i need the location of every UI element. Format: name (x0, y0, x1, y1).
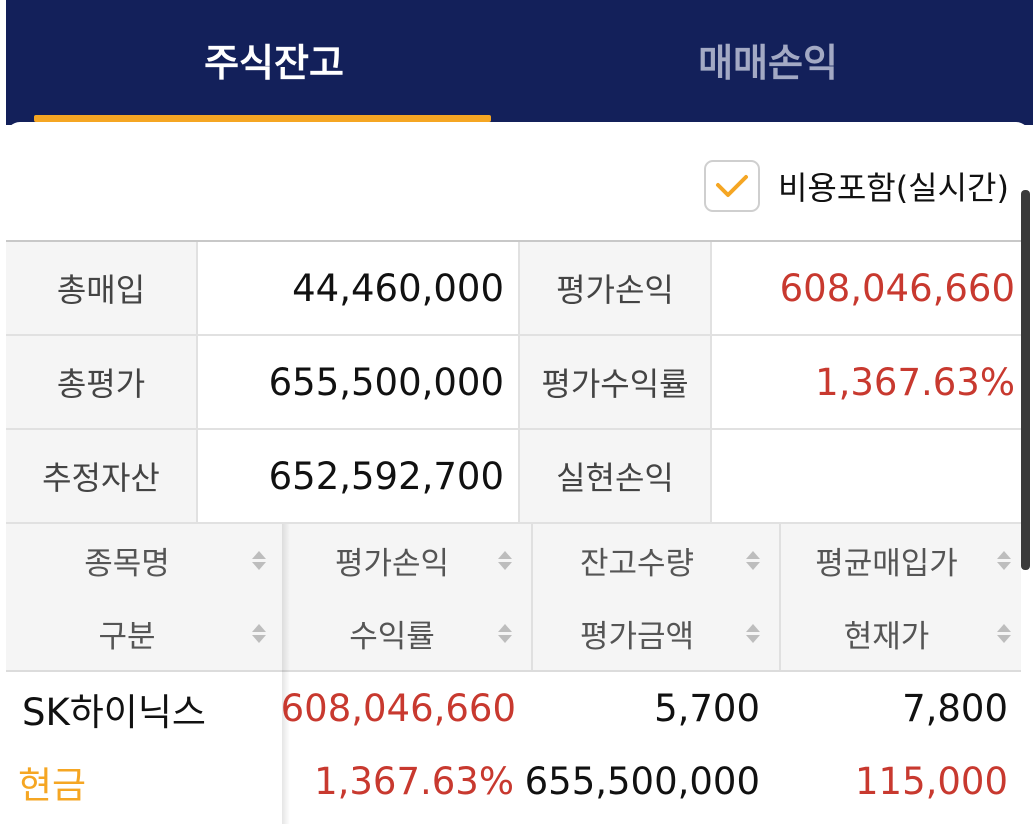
realized-pl-value (710, 430, 1021, 524)
scrollbar[interactable] (1021, 190, 1030, 570)
sort-header-return-rate[interactable]: 수익률 (290, 597, 530, 670)
eval-pl-label: 평가손익 (518, 242, 710, 336)
sort-header-stock-name[interactable]: 종목명 (6, 524, 284, 597)
header-label: 현재가 (843, 619, 930, 655)
column-divider (779, 524, 781, 670)
include-fees-label: 비용포함(실시간) (777, 169, 1009, 207)
header-label: 잔고수량 (579, 546, 695, 582)
total-eval-value: 655,500,000 (196, 336, 518, 430)
holding-type: 현금 (18, 763, 87, 807)
tab-trading-pl[interactable]: 매매손익 (698, 41, 838, 85)
total-eval-label: 총평가 (6, 336, 196, 430)
tab-stock-balance[interactable]: 주식잔고 (204, 41, 344, 85)
est-assets-label: 추정자산 (6, 430, 196, 524)
sort-header-current-price[interactable]: 현재가 (780, 597, 1021, 670)
total-purchase-label: 총매입 (6, 242, 196, 336)
active-tab-indicator (34, 115, 491, 122)
check-icon (715, 175, 748, 197)
current-price-cell: 115,000 (854, 760, 1008, 803)
header-label: 평균매입가 (815, 546, 958, 582)
eval-return-label: 평가수익률 (518, 336, 710, 430)
holdings-header (6, 524, 1021, 672)
frozen-column-shadow (282, 524, 290, 824)
header-label: 평가손익 (334, 546, 450, 582)
total-purchase-value: 44,460,000 (196, 242, 518, 336)
top-tab-bar (6, 0, 1033, 125)
summary-table: 총매입 44,460,000 평가손익 608,046,660 총평가 655,… (6, 240, 1021, 526)
eval-amount-cell: 655,500,000 (524, 760, 760, 803)
include-fees-checkbox[interactable] (703, 160, 760, 212)
eval-pl-cell: 608,046,660 (280, 687, 516, 730)
header-label: 수익률 (349, 619, 435, 655)
quantity-cell: 5,700 (654, 687, 760, 730)
sort-header-eval-amount[interactable]: 평가금액 (532, 597, 778, 670)
column-divider (531, 524, 533, 670)
return-rate-cell: 1,367.63% (314, 760, 514, 803)
sort-icon (494, 624, 516, 643)
sort-header-avg-price[interactable]: 평균매입가 (780, 524, 1021, 597)
sort-icon (993, 551, 1015, 570)
sort-icon (494, 551, 516, 570)
header-label: 구분 (98, 619, 156, 655)
summary-row: 총매입 44,460,000 평가손익 608,046,660 (6, 242, 1021, 336)
sort-header-eval-pl[interactable]: 평가손익 (290, 524, 530, 597)
include-fees-option[interactable]: 비용포함(실시간) (703, 160, 1009, 212)
stock-name[interactable]: SK하이닉스 (22, 690, 206, 734)
sort-icon (742, 551, 764, 570)
eval-pl-value: 608,046,660 (710, 242, 1021, 336)
sort-icon (248, 624, 270, 643)
sort-icon (248, 551, 270, 570)
avg-price-cell: 7,800 (902, 687, 1008, 730)
est-assets-value: 652,592,700 (196, 430, 518, 524)
sort-header-type[interactable]: 구분 (6, 597, 284, 670)
header-label: 평가금액 (579, 619, 695, 655)
sort-icon (993, 624, 1015, 643)
header-label: 종목명 (84, 546, 170, 582)
summary-row: 추정자산 652,592,700 실현손익 (6, 430, 1021, 524)
eval-return-value: 1,367.63% (710, 336, 1021, 430)
realized-pl-label: 실현손익 (518, 430, 710, 524)
sort-header-quantity[interactable]: 잔고수량 (532, 524, 778, 597)
sort-icon (742, 624, 764, 643)
summary-row: 총평가 655,500,000 평가수익률 1,367.63% (6, 336, 1021, 430)
